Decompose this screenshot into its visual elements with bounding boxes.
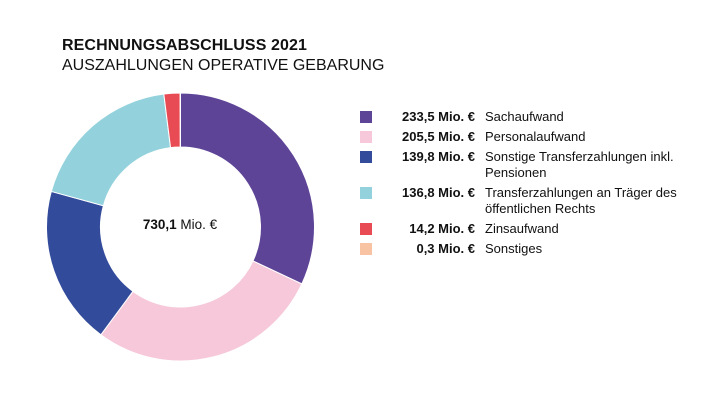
donut-slice	[100, 260, 303, 362]
legend-swatch	[360, 111, 372, 123]
legend: 233,5 Mio. € Sachaufwand 205,5 Mio. € Perso…	[360, 109, 705, 261]
legend-item: 205,5 Mio. € Personalaufwand	[360, 129, 705, 145]
legend-label: Sonstige Transferzahlungen inkl. Pension…	[485, 149, 674, 180]
donut-slice	[50, 93, 172, 207]
legend-swatch	[360, 151, 372, 163]
legend-label: Sonstiges	[485, 241, 543, 256]
legend-swatch	[360, 131, 372, 143]
legend-item: 0,3 Mio. € Sonstiges	[360, 241, 705, 257]
legend-value: 136,8 Mio. €	[402, 185, 475, 200]
legend-item: 233,5 Mio. € Sachaufwand	[360, 109, 705, 125]
total-value: 730,1	[142, 217, 177, 232]
legend-swatch	[360, 223, 372, 235]
legend-label: Transferzahlungen an Träger des öffentli…	[485, 185, 677, 216]
donut-slice	[180, 92, 315, 285]
legend-swatch	[360, 187, 372, 199]
legend-label: Sachaufwand	[485, 109, 564, 124]
legend-value: 205,5 Mio. €	[402, 129, 475, 144]
chart-subtitle: AUSZAHLUNGEN OPERATIVE GEBARUNG	[62, 57, 385, 74]
legend-item: 136,8 Mio. € Transferzahlungen an Träger …	[360, 185, 705, 217]
legend-value: 0,3 Mio. €	[416, 241, 475, 256]
chart-title: RECHNUNGSABSCHLUSS 2021	[62, 37, 308, 54]
legend-value: 233,5 Mio. €	[402, 109, 475, 124]
legend-value: 14,2 Mio. €	[409, 221, 475, 236]
legend-item: 14,2 Mio. € Zinsaufwand	[360, 221, 705, 237]
legend-item: 139,8 Mio. € Sonstige Transferzahlungen i…	[360, 149, 705, 181]
legend-label: Zinsaufwand	[485, 221, 559, 236]
donut-total: 730,1 Mio. €	[100, 217, 260, 232]
legend-label: Personalaufwand	[485, 129, 586, 144]
total-unit: Mio. €	[180, 217, 218, 232]
legend-value: 139,8 Mio. €	[402, 149, 475, 164]
legend-swatch	[360, 243, 372, 255]
